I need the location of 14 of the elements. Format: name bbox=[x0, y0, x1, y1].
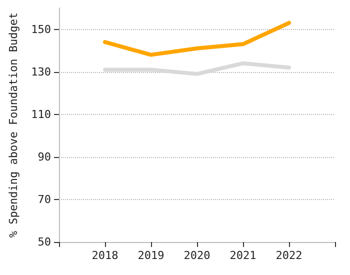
y-tick-label: 70 bbox=[38, 192, 51, 206]
y-axis-title: % Spending above Foundation Budget bbox=[7, 12, 20, 238]
y-tick-label: 50 bbox=[38, 236, 51, 248]
y-tick-label: 90 bbox=[38, 150, 51, 164]
x-tick-label: 2022 bbox=[276, 249, 302, 262]
x-tick-label: 2018 bbox=[92, 249, 118, 262]
y-tick-label: 110 bbox=[31, 108, 51, 121]
y-tick-label: 130 bbox=[31, 65, 51, 78]
line-series bbox=[103, 61, 291, 76]
x-tick-label: 2019 bbox=[138, 249, 164, 262]
y-tick-label: 150 bbox=[31, 22, 51, 36]
line-series bbox=[103, 20, 291, 57]
x-tick-label: 2021 bbox=[230, 249, 256, 262]
x-tick-label: 2020 bbox=[184, 249, 210, 262]
